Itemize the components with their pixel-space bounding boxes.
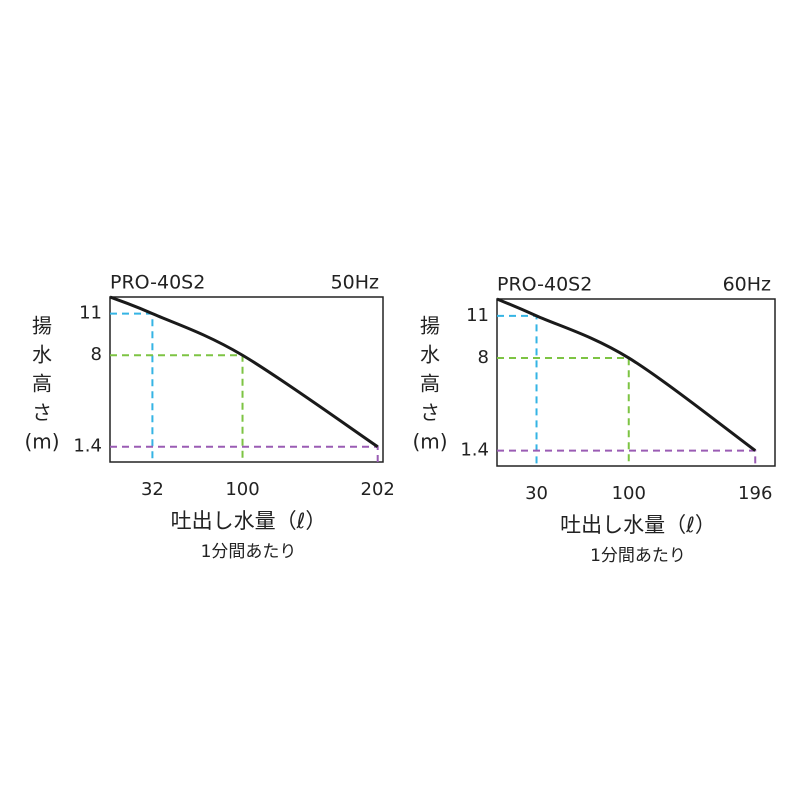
x-tick-label: 32 (141, 479, 164, 500)
y-tick-label: 1.4 (73, 436, 102, 457)
performance-curve (496, 297, 757, 452)
guide-line (110, 312, 154, 462)
x-tick-label: 100 (225, 479, 259, 500)
performance-curve (109, 295, 379, 448)
y-tick-label: 11 (79, 303, 102, 324)
y-tick-label: 1.4 (460, 440, 489, 461)
chart-title: PRO-40S2 (110, 272, 205, 294)
y-axis-label: (m) (412, 430, 447, 454)
y-axis-label: さ (420, 401, 440, 425)
chart-subtitle: 60Hz (723, 274, 771, 296)
x-tick-label: 196 (738, 483, 772, 504)
guide-line (497, 449, 757, 466)
guide-line (497, 314, 538, 466)
y-axis-label: さ (32, 401, 52, 425)
x-axis-label: 吐出し水量（ℓ） (560, 513, 716, 537)
x-axis-label: 吐出し水量（ℓ） (171, 509, 327, 533)
y-tick-label: 8 (478, 347, 489, 368)
y-tick-label: 11 (466, 305, 489, 326)
guide-line (110, 445, 379, 462)
y-axis-label: 揚 (420, 314, 440, 338)
y-axis-label: 高 (32, 372, 52, 396)
y-axis-label: 高 (420, 372, 440, 396)
x-tick-label: 202 (361, 479, 395, 500)
x-axis-sublabel: 1分間あたり (201, 542, 297, 562)
y-axis-label: 揚 (32, 314, 52, 338)
y-axis-label: 水 (420, 343, 440, 367)
plot-frame (109, 296, 384, 463)
y-tick-label: 8 (91, 344, 102, 365)
chart-title: PRO-40S2 (497, 274, 592, 296)
y-axis-label: 水 (32, 343, 52, 367)
x-axis-sublabel: 1分間あたり (590, 546, 686, 566)
y-axis-label: (m) (24, 430, 59, 454)
x-tick-label: 30 (525, 483, 548, 504)
x-tick-label: 100 (612, 483, 646, 504)
chart-subtitle: 50Hz (331, 272, 379, 294)
plot-frame (496, 298, 776, 467)
